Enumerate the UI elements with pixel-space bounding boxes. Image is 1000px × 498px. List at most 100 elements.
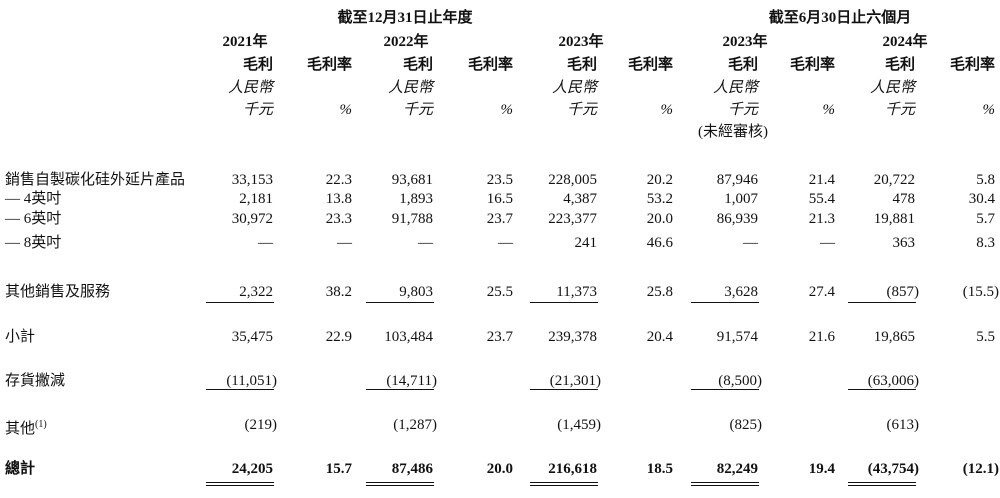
gross-margin-cell: 20.0 xyxy=(646,211,673,227)
writedown-underline xyxy=(848,389,916,390)
gross-profit-cell: (63,006) xyxy=(867,373,919,389)
total-double-underline xyxy=(848,482,916,486)
gross-margin-cell: 53.2 xyxy=(646,191,673,207)
footnote-marker: (1) xyxy=(35,419,47,430)
unit-label: 千元 xyxy=(242,102,273,118)
gross-profit-cell: 30,972 xyxy=(231,211,273,227)
gross-margin-cell: 22.3 xyxy=(325,172,352,188)
gross-margin-cell: 27.4 xyxy=(808,284,835,300)
gross-profit-cell: 93,681 xyxy=(391,172,433,188)
gross-profit-cell: (43,754) xyxy=(867,461,919,477)
percent-label: % xyxy=(660,102,674,118)
gross-profit-cell: (8,500) xyxy=(718,373,762,389)
gross-margin-cell: 22.9 xyxy=(325,329,352,345)
gross-margin-cell: 30.4 xyxy=(968,191,995,207)
gross-margin-header: 毛利率 xyxy=(627,57,673,73)
writedown-underline xyxy=(206,389,274,390)
gross-margin-cell: — xyxy=(820,235,835,251)
gross-profit-header: 毛利 xyxy=(242,57,273,73)
row-label: 總計 xyxy=(5,461,36,477)
gross-margin-cell: (12.1) xyxy=(962,461,999,477)
gross-profit-cell: 2,181 xyxy=(239,191,273,207)
gross-margin-cell: 16.5 xyxy=(486,191,513,207)
gross-profit-cell: (21,301) xyxy=(549,373,601,389)
gross-profit-cell: 20,722 xyxy=(873,172,915,188)
gross-profit-cell: 4,387 xyxy=(563,191,597,207)
gross-profit-cell: 33,153 xyxy=(231,172,273,188)
gross-margin-cell: 23.3 xyxy=(325,211,352,227)
gross-margin-cell: 23.7 xyxy=(486,211,513,227)
currency-label: 人民幣 xyxy=(227,80,273,96)
gross-profit-cell: 478 xyxy=(892,191,916,207)
gross-profit-cell: (1,287) xyxy=(393,417,437,433)
gross-margin-cell: 20.0 xyxy=(486,461,513,477)
subtotal-underline xyxy=(366,302,434,303)
gross-margin-cell: 25.5 xyxy=(486,284,513,300)
total-double-underline xyxy=(366,482,434,486)
group-header-year-ended: 截至12月31日止年度 xyxy=(337,10,473,26)
row-label: 銷售自製碳化硅外延片產品 xyxy=(5,172,186,188)
gross-margin-cell: 19.4 xyxy=(808,461,835,477)
gross-margin-cell: 5.7 xyxy=(976,211,995,227)
subtotal-underline xyxy=(530,302,598,303)
gross-profit-cell: (14,711) xyxy=(386,373,437,389)
gross-profit-cell: 24,205 xyxy=(231,461,273,477)
gross-margin-cell: 5.5 xyxy=(976,329,995,345)
gross-profit-cell: 91,574 xyxy=(716,329,758,345)
gross-profit-cell: 2,322 xyxy=(239,284,273,300)
currency-label: 人民幣 xyxy=(869,80,915,96)
currency-label: 人民幣 xyxy=(387,80,433,96)
gross-margin-cell: 18.5 xyxy=(646,461,673,477)
gross-profit-cell: 241 xyxy=(574,235,598,251)
gross-profit-cell: — xyxy=(743,235,758,251)
row-label: — 4英吋 xyxy=(5,191,62,207)
gross-profit-cell: 228,005 xyxy=(548,172,597,188)
gross-profit-header: 毛利 xyxy=(402,57,433,73)
gross-margin-cell: 55.4 xyxy=(808,191,835,207)
row-label-text: 其他 xyxy=(5,421,36,437)
unaudited-label: (未經審核) xyxy=(698,124,768,140)
gross-profit-cell: 103,484 xyxy=(384,329,433,345)
gross-profit-cell: 87,486 xyxy=(391,461,433,477)
gross-margin-cell: 46.6 xyxy=(646,235,673,251)
row-label: — 6英吋 xyxy=(5,211,62,227)
subtotal-underline xyxy=(691,302,759,303)
writedown-underline xyxy=(691,389,759,390)
gross-profit-cell: 239,378 xyxy=(548,329,597,345)
total-double-underline xyxy=(530,482,598,486)
gross-margin-cell: 23.5 xyxy=(486,172,513,188)
gross-profit-cell: 1,007 xyxy=(724,191,758,207)
group-header-six-months: 截至6月30日止六個月 xyxy=(768,10,912,26)
gross-margin-cell: — xyxy=(498,235,513,251)
gross-margin-header: 毛利率 xyxy=(467,57,513,73)
percent-label: % xyxy=(339,102,353,118)
gross-margin-cell: — xyxy=(337,235,352,251)
row-label: 小計 xyxy=(5,329,36,345)
gross-margin-cell: 20.2 xyxy=(646,172,673,188)
gross-margin-header: 毛利率 xyxy=(949,57,995,73)
gross-margin-cell: 23.7 xyxy=(486,329,513,345)
unit-label: 千元 xyxy=(402,102,433,118)
gross-profit-cell: 1,893 xyxy=(399,191,433,207)
gross-margin-cell: 5.8 xyxy=(976,172,995,188)
gross-profit-cell: (11,051) xyxy=(226,373,277,389)
gross-margin-cell: 20.4 xyxy=(646,329,673,345)
year-header: 2022年 xyxy=(383,34,429,50)
gross-profit-cell: 216,618 xyxy=(548,461,597,477)
gross-profit-header: 毛利 xyxy=(884,57,915,73)
gross-profit-cell: — xyxy=(418,235,433,251)
unit-label: 千元 xyxy=(884,102,915,118)
gross-profit-cell: 87,946 xyxy=(716,172,758,188)
year-header: 2021年 xyxy=(222,34,268,50)
gross-profit-cell: (857) xyxy=(886,284,920,300)
gross-profit-cell: (825) xyxy=(729,417,763,433)
gross-margin-cell: 15.7 xyxy=(325,461,352,477)
gross-margin-header: 毛利率 xyxy=(789,57,835,73)
row-label: 其他銷售及服務 xyxy=(5,284,111,300)
gross-profit-cell: (1,459) xyxy=(557,417,601,433)
year-header: 2023年 xyxy=(722,34,768,50)
percent-label: % xyxy=(982,102,996,118)
gross-margin-header: 毛利率 xyxy=(306,57,352,73)
gross-margin-cell: 38.2 xyxy=(325,284,352,300)
total-double-underline xyxy=(206,482,274,486)
